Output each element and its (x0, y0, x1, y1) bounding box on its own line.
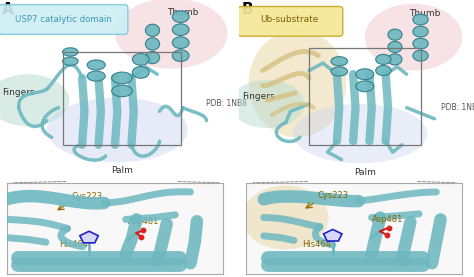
Polygon shape (80, 231, 98, 243)
Ellipse shape (376, 66, 391, 76)
Text: PDB: 1NBF: PDB: 1NBF (441, 103, 474, 112)
Text: Cys223: Cys223 (318, 191, 349, 200)
Text: His464: His464 (302, 240, 331, 248)
Ellipse shape (356, 81, 374, 92)
Ellipse shape (112, 85, 132, 97)
Ellipse shape (87, 60, 105, 70)
Text: Thumb: Thumb (410, 9, 441, 18)
Ellipse shape (146, 52, 160, 64)
Text: Palm: Palm (111, 166, 133, 175)
Polygon shape (324, 229, 342, 241)
Ellipse shape (0, 74, 69, 126)
Ellipse shape (87, 71, 105, 81)
Text: Palm: Palm (354, 168, 376, 177)
Point (137, 235, 145, 239)
Bar (64, 52, 181, 145)
Text: Ub-substrate: Ub-substrate (260, 15, 319, 24)
Text: Thumb: Thumb (167, 8, 199, 17)
Ellipse shape (172, 11, 189, 22)
Ellipse shape (413, 50, 428, 61)
Text: Fingers: Fingers (242, 92, 274, 101)
Point (139, 228, 147, 233)
Ellipse shape (388, 29, 402, 40)
Ellipse shape (388, 42, 402, 53)
Ellipse shape (331, 67, 347, 76)
Ellipse shape (115, 0, 228, 69)
Ellipse shape (249, 30, 346, 137)
Ellipse shape (230, 80, 304, 128)
Text: PDB: 1NB8: PDB: 1NB8 (207, 99, 247, 108)
FancyBboxPatch shape (238, 6, 343, 36)
Text: B: B (242, 2, 253, 17)
Ellipse shape (132, 53, 149, 65)
Ellipse shape (365, 4, 462, 71)
Ellipse shape (172, 50, 189, 61)
Ellipse shape (388, 54, 402, 65)
Ellipse shape (413, 14, 428, 25)
Ellipse shape (413, 38, 428, 49)
Text: Fingers: Fingers (2, 88, 35, 97)
Text: His464: His464 (59, 240, 88, 248)
Point (385, 225, 392, 230)
Ellipse shape (112, 72, 132, 84)
Text: Asp481: Asp481 (128, 217, 159, 226)
Bar (309, 48, 420, 145)
FancyBboxPatch shape (0, 5, 128, 34)
Ellipse shape (172, 24, 189, 35)
Ellipse shape (413, 26, 428, 37)
Ellipse shape (146, 24, 160, 37)
Ellipse shape (356, 69, 374, 80)
Text: USP7 catalytic domain: USP7 catalytic domain (15, 15, 112, 24)
Ellipse shape (132, 66, 149, 78)
Ellipse shape (331, 57, 347, 66)
Text: Asp481: Asp481 (372, 215, 403, 224)
Ellipse shape (63, 57, 78, 65)
Ellipse shape (172, 37, 189, 48)
Ellipse shape (376, 54, 391, 64)
Text: Cys223: Cys223 (72, 192, 103, 201)
Ellipse shape (47, 98, 188, 162)
Ellipse shape (146, 38, 160, 50)
Ellipse shape (63, 48, 78, 56)
Ellipse shape (242, 186, 328, 250)
Point (383, 233, 391, 237)
Ellipse shape (293, 104, 428, 163)
Text: A: A (2, 2, 14, 17)
